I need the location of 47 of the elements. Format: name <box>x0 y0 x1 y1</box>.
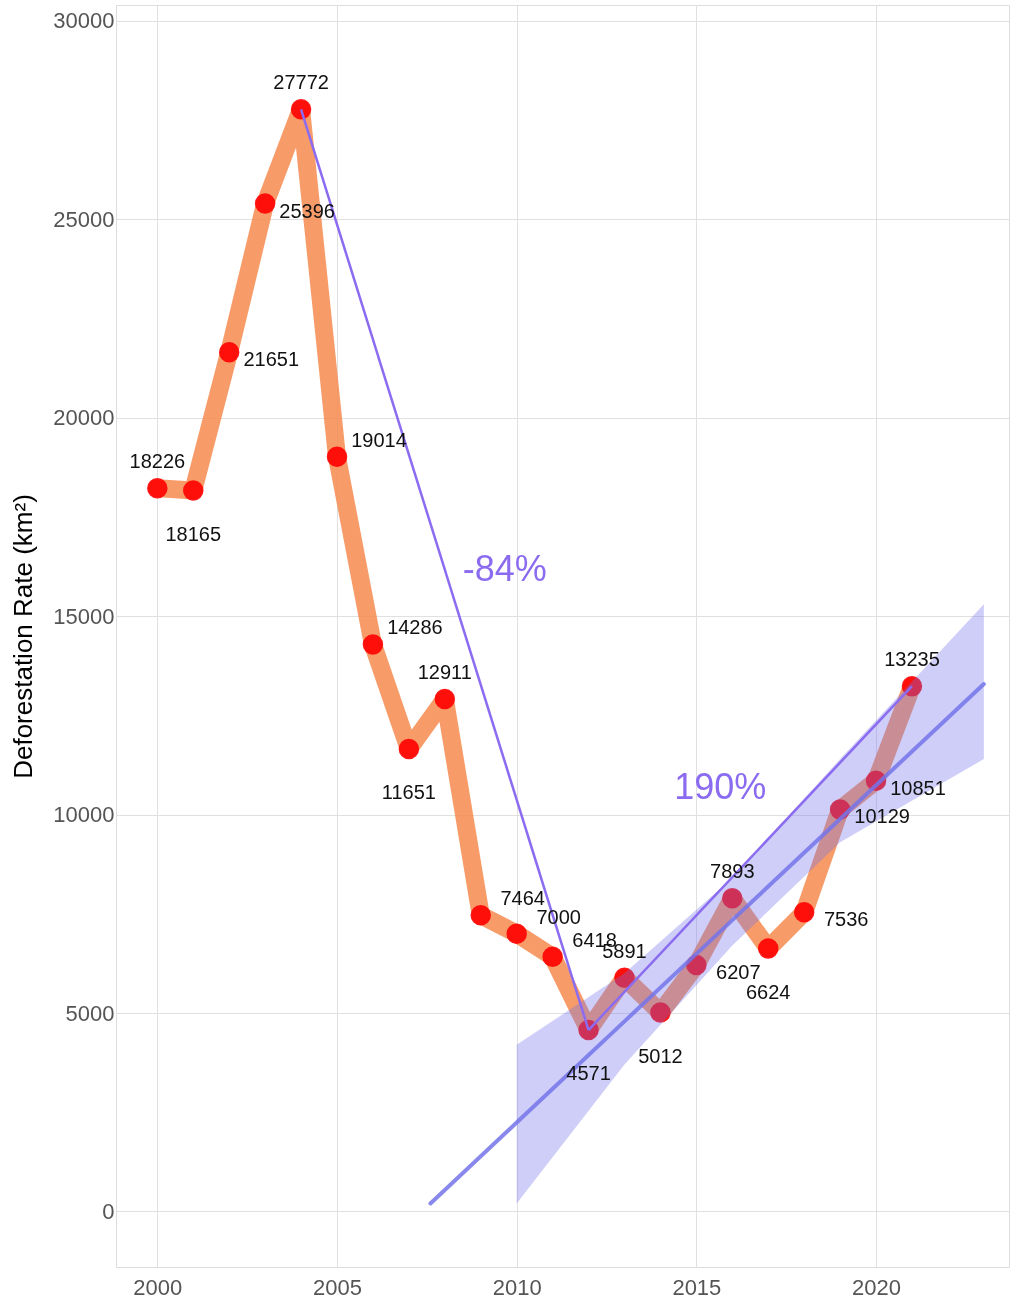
point <box>506 923 527 944</box>
data-label: 14286 <box>387 616 443 639</box>
point <box>793 902 815 923</box>
data-label: 12911 <box>417 661 472 684</box>
x-tick-label: 2020 <box>852 1274 902 1300</box>
point <box>470 905 491 926</box>
point <box>614 967 635 988</box>
point <box>542 946 563 967</box>
point <box>326 446 348 468</box>
point <box>757 938 779 959</box>
x-tick-label: 2000 <box>133 1274 183 1300</box>
point <box>254 193 276 214</box>
y-tick-label: 30000 <box>53 8 115 34</box>
x-tick-label: 2010 <box>492 1274 542 1300</box>
point <box>650 1002 671 1023</box>
y-tick-label: 0 <box>102 1198 115 1224</box>
annotation: -84% <box>462 547 547 589</box>
data-label: 4571 <box>566 1062 611 1085</box>
y-tick-label: 5000 <box>65 1000 115 1026</box>
point <box>147 477 168 499</box>
y-tick-label: 10000 <box>53 802 115 828</box>
y-axis-title: Deforestation Rate (km²) <box>8 494 39 779</box>
point <box>362 634 384 655</box>
x-tick-label: 2015 <box>672 1274 722 1300</box>
point <box>398 738 420 760</box>
point <box>722 887 743 909</box>
data-label: 18165 <box>165 522 222 545</box>
data-label: 13235 <box>884 648 940 671</box>
data-label: 5012 <box>638 1044 683 1067</box>
point <box>290 99 312 120</box>
data-label: 7464 <box>500 887 545 910</box>
y-tick-label: 20000 <box>53 405 115 431</box>
x-tick-label: 2005 <box>313 1274 362 1300</box>
data-label: 7536 <box>823 908 869 931</box>
data-label: 11651 <box>381 781 436 804</box>
annotation: 190% <box>674 766 767 808</box>
point <box>901 675 923 697</box>
point <box>434 688 456 710</box>
point <box>218 341 240 363</box>
data-label: 10129 <box>854 805 910 828</box>
data-label: 10851 <box>890 776 946 799</box>
data-label: 27772 <box>273 71 329 94</box>
y-tick-label: 25000 <box>53 206 115 232</box>
y-tick-label: 15000 <box>53 603 115 629</box>
data-label: 18226 <box>129 450 186 473</box>
data-label: 21651 <box>243 348 300 371</box>
point <box>183 480 204 501</box>
